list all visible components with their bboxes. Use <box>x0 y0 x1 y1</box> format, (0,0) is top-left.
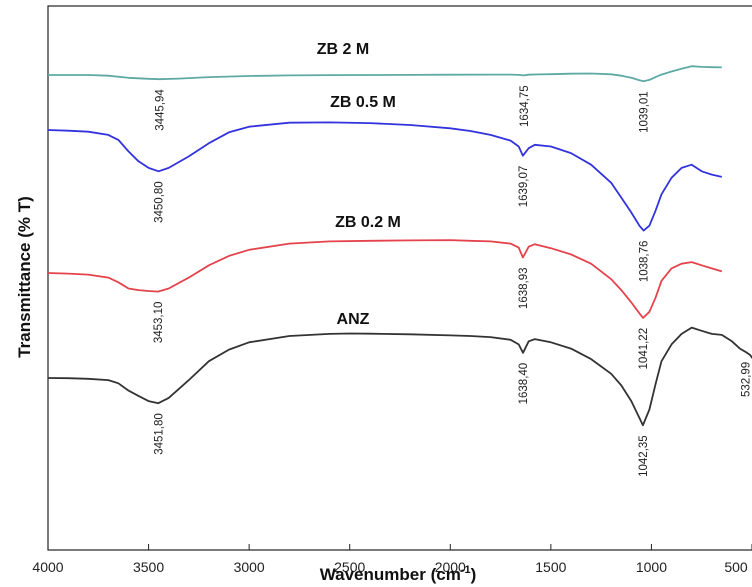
series-line-3 <box>47 239 723 319</box>
peak-annotation: 3451,80 <box>153 413 165 455</box>
peak-annotation: 1042,35 <box>638 435 650 477</box>
peak-annotation: 3453,10 <box>153 302 165 344</box>
peak-annotations: 3445,94 1634,75 1039,01 3450,80 1639,07 1038,… <box>153 85 752 476</box>
plot-frame <box>47 5 752 551</box>
peak-annotation: 1041,22 <box>638 328 650 370</box>
peak-annotation: 532,99 <box>740 362 752 397</box>
series-label-3: ZB 0.2 M <box>335 214 401 231</box>
x-tick-label: 4000 <box>32 559 63 575</box>
x-tick-label: 2000 <box>435 559 466 575</box>
y-axis-title: Transmittance (% T) <box>15 196 34 358</box>
series-layer <box>47 65 752 427</box>
plot-border <box>47 5 752 551</box>
peak-annotation: 1039,01 <box>639 91 651 133</box>
peak-annotation: 1634,75 <box>519 85 531 127</box>
x-tick-label: 3000 <box>234 559 265 575</box>
peak-annotation: 3445,94 <box>154 89 166 131</box>
x-axis-title: Wavenumber (cm-1) <box>320 564 477 584</box>
series-labels: ZB 2 M ZB 0.5 M ZB 0.2 M ANZ <box>317 41 401 328</box>
x-axis-title-main: Wavenumber (cm <box>320 565 461 584</box>
x-axis-title-close: ) <box>471 565 477 584</box>
series-label-1: ZB 2 M <box>317 41 369 58</box>
x-tick-label: 1500 <box>535 559 566 575</box>
x-axis-ticks: 4000 3500 3000 2500 2000 1500 1000 500 <box>32 544 752 575</box>
x-tick-label: 1000 <box>636 559 667 575</box>
series-line-2 <box>47 121 723 232</box>
peak-annotation: 1638,40 <box>518 363 530 405</box>
x-tick-label: 500 <box>724 559 748 575</box>
peak-annotation: 1638,93 <box>518 268 530 310</box>
series-line-4 <box>47 326 752 427</box>
peak-annotation: 1639,07 <box>518 166 530 208</box>
peak-annotation: 3450,80 <box>154 181 166 223</box>
series-label-2: ZB 0.5 M <box>330 94 396 111</box>
x-tick-label: 2500 <box>334 559 365 575</box>
x-axis-title-superscript: -1 <box>461 564 471 576</box>
series-line-1 <box>48 65 722 83</box>
series-label-4: ANZ <box>337 311 370 328</box>
peak-annotation: 1038,76 <box>639 241 651 283</box>
x-tick-label: 3500 <box>133 559 164 575</box>
